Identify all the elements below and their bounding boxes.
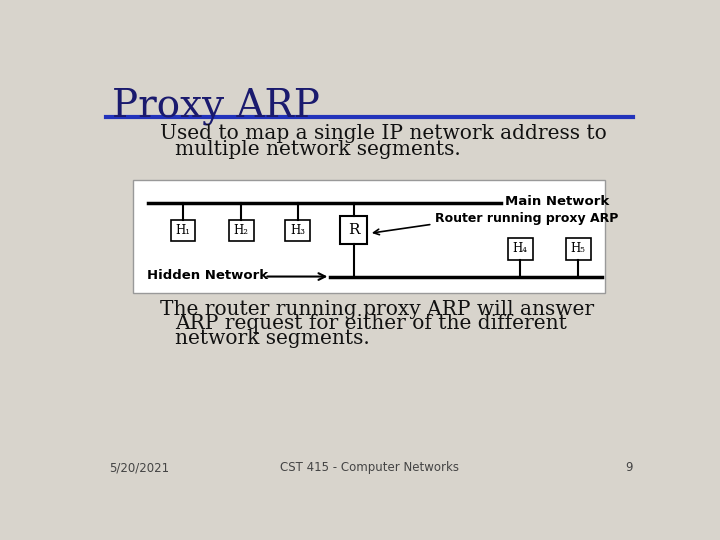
Bar: [171, 220, 195, 241]
Text: Router running proxy ARP: Router running proxy ARP: [435, 212, 618, 225]
Text: 5/20/2021: 5/20/2021: [109, 462, 169, 475]
Text: Main Network: Main Network: [505, 195, 609, 208]
Text: H₂: H₂: [233, 224, 248, 237]
Text: Used to map a single IP network address to: Used to map a single IP network address …: [160, 124, 606, 143]
Text: R: R: [348, 224, 359, 238]
Text: H₁: H₁: [176, 224, 191, 237]
Text: multiple network segments.: multiple network segments.: [175, 140, 461, 159]
Bar: [566, 238, 590, 260]
Text: 9: 9: [625, 462, 632, 475]
Text: H₅: H₅: [571, 242, 585, 255]
Text: H₃: H₃: [290, 224, 305, 237]
Text: Proxy ARP: Proxy ARP: [112, 88, 320, 125]
Bar: [341, 217, 366, 244]
Bar: [132, 179, 606, 294]
Text: network segments.: network segments.: [175, 329, 370, 348]
Text: The router running proxy ARP will answer: The router running proxy ARP will answer: [160, 300, 594, 319]
Text: CST 415 - Computer Networks: CST 415 - Computer Networks: [279, 462, 459, 475]
Text: Hidden Network: Hidden Network: [147, 269, 268, 282]
Bar: [285, 220, 310, 241]
Bar: [508, 238, 533, 260]
Text: ARP request for either of the different: ARP request for either of the different: [175, 314, 567, 333]
Text: H₄: H₄: [513, 242, 528, 255]
Bar: [229, 220, 253, 241]
